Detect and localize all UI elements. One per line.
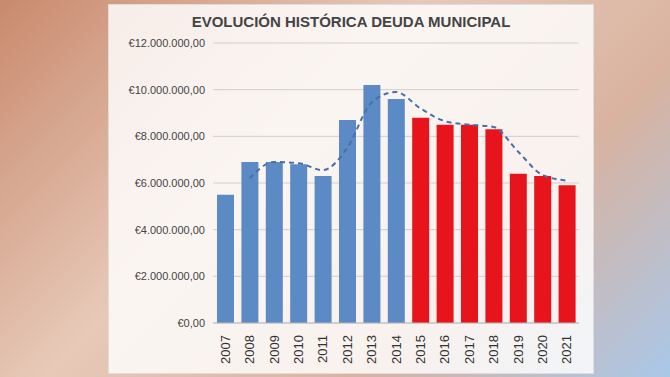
svg-text:2019: 2019 — [511, 335, 526, 364]
svg-text:2014: 2014 — [389, 335, 404, 364]
svg-text:€10.000.000,00: €10.000.000,00 — [129, 84, 205, 96]
svg-text:€4.000.000,00: €4.000.000,00 — [135, 224, 205, 236]
svg-text:2010: 2010 — [291, 335, 306, 364]
svg-text:€8.000.000,00: €8.000.000,00 — [135, 130, 205, 142]
svg-text:2013: 2013 — [364, 335, 379, 364]
svg-text:2007: 2007 — [218, 335, 233, 364]
svg-text:2021: 2021 — [559, 335, 574, 364]
svg-text:€2.000.000,00: €2.000.000,00 — [135, 270, 205, 282]
svg-text:2017: 2017 — [462, 335, 477, 364]
svg-text:€6.000.000,00: €6.000.000,00 — [135, 177, 205, 189]
svg-text:€0,00: €0,00 — [177, 317, 205, 329]
svg-text:2009: 2009 — [267, 335, 282, 364]
svg-text:2008: 2008 — [242, 335, 257, 364]
svg-text:2011: 2011 — [315, 335, 330, 363]
svg-text:€12.000.000,00: €12.000.000,00 — [129, 37, 205, 49]
svg-text:2015: 2015 — [413, 335, 428, 364]
svg-text:2018: 2018 — [486, 335, 501, 364]
svg-text:2012: 2012 — [340, 335, 355, 364]
svg-text:2016: 2016 — [437, 335, 452, 364]
html-text:EVOLUCIÓN HISTÓRICA DEUDA MUNI: EVOLUCIÓN HISTÓRICA DEUDA MUNICIPAL — [191, 13, 511, 30]
svg-text:2020: 2020 — [535, 335, 550, 364]
